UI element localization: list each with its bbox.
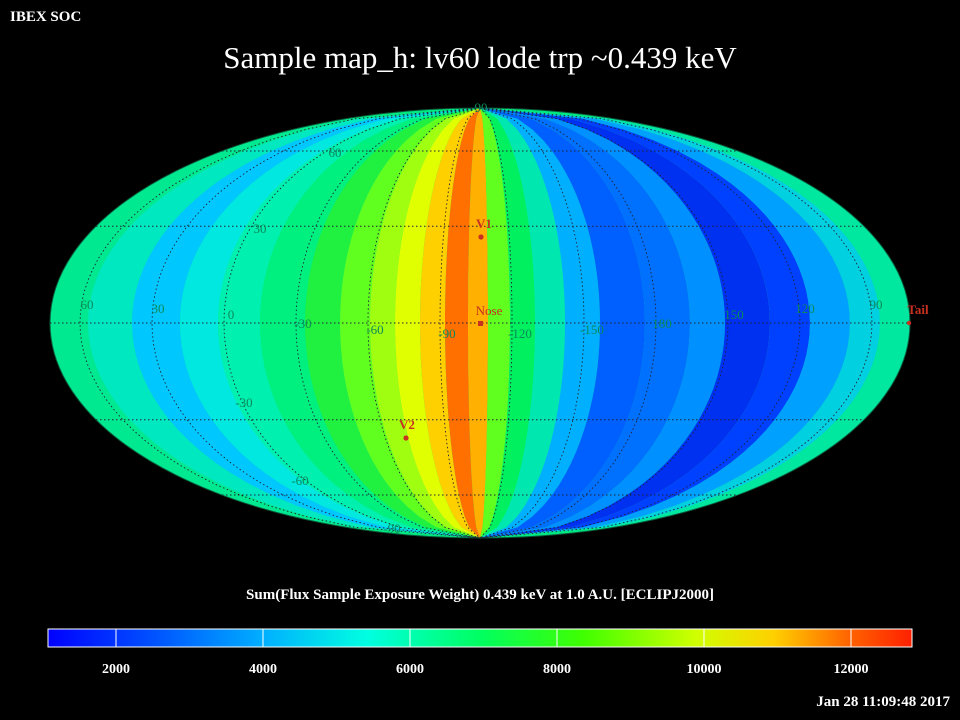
lat-label: -30 bbox=[235, 395, 252, 410]
grid-meridian bbox=[479, 108, 873, 538]
lon-label: 150 bbox=[724, 307, 744, 322]
lat-label: 90 bbox=[475, 100, 488, 115]
grid-meridian bbox=[479, 108, 513, 538]
grid-meridian bbox=[479, 108, 729, 538]
lon-label: 60 bbox=[81, 297, 94, 312]
map-band bbox=[218, 108, 480, 538]
marker-label: V2 bbox=[399, 417, 415, 432]
marker-dot bbox=[403, 435, 409, 441]
colorbar-tick-label: 4000 bbox=[249, 662, 277, 677]
map-title: Sample map_h: lv60 lode trp ~0.439 keV bbox=[223, 40, 737, 75]
map-band bbox=[480, 108, 565, 538]
map-band bbox=[480, 108, 535, 538]
colorbar-ticks bbox=[115, 629, 852, 647]
marker-v2: V2 bbox=[399, 417, 415, 441]
grid-meridian bbox=[479, 108, 585, 538]
map-band bbox=[260, 108, 480, 538]
map-stripes bbox=[50, 108, 910, 538]
map-band bbox=[370, 108, 480, 538]
map-band bbox=[420, 108, 480, 538]
colorbar-title: Sum(Flux Sample Exposure Weight) 0.439 k… bbox=[246, 587, 714, 603]
marker-dot bbox=[906, 320, 912, 326]
colorbar: 2000 4000 6000 8000 10000 12000 bbox=[47, 628, 913, 677]
sky-map: 90 60 30 -30 -60 -90 60 30 0 -30 -60 -90… bbox=[49, 100, 929, 539]
lat-label: 30 bbox=[254, 221, 267, 236]
lat-label: -90 bbox=[383, 521, 400, 536]
colorbar-tick-label: 6000 bbox=[396, 662, 424, 677]
map-band bbox=[395, 108, 480, 538]
marker-dot bbox=[478, 321, 483, 326]
map-band bbox=[480, 108, 645, 538]
marker-dot bbox=[478, 234, 484, 240]
colorbar-tick-label: 12000 bbox=[834, 662, 869, 677]
timestamp: Jan 28 11:09:48 2017 bbox=[816, 694, 950, 710]
grid-meridian bbox=[479, 108, 657, 538]
lon-label: -60 bbox=[366, 322, 383, 337]
lon-label: 30 bbox=[152, 301, 165, 316]
lon-label: -30 bbox=[294, 316, 311, 331]
map-band bbox=[480, 108, 725, 538]
marker-label: Tail bbox=[907, 302, 929, 317]
lon-label: 0 bbox=[228, 307, 235, 322]
corner-label: IBEX SOC bbox=[10, 9, 82, 25]
lon-label: 120 bbox=[795, 301, 815, 316]
colorbar-tick-label: 10000 bbox=[687, 662, 722, 677]
colorbar-gradient bbox=[47, 628, 913, 648]
lon-label: 90 bbox=[870, 297, 883, 312]
map-band bbox=[305, 108, 480, 538]
lon-label: -90 bbox=[438, 326, 455, 341]
grid-meridian bbox=[295, 108, 481, 538]
map-band bbox=[132, 108, 480, 538]
map-band bbox=[480, 108, 690, 538]
lon-label: -120 bbox=[508, 326, 532, 341]
map-grid bbox=[50, 108, 910, 538]
map-band bbox=[480, 108, 770, 538]
grid-meridian bbox=[439, 108, 481, 538]
marker-label: V1 bbox=[476, 216, 492, 231]
lat-label: -60 bbox=[291, 473, 308, 488]
colorbar-tick-label: 2000 bbox=[102, 662, 130, 677]
colorbar-tick-label: 8000 bbox=[543, 662, 571, 677]
lon-label: 180 bbox=[652, 316, 672, 331]
lat-label: 60 bbox=[329, 145, 342, 160]
marker-label: Nose bbox=[476, 303, 503, 318]
marker-nose: Nose bbox=[476, 303, 503, 326]
grid-meridian bbox=[223, 108, 481, 538]
grid-meridian bbox=[479, 108, 801, 538]
lon-label: -150 bbox=[580, 322, 604, 337]
map-band bbox=[340, 108, 480, 538]
marker-tail: Tail bbox=[906, 302, 929, 326]
marker-v1: V1 bbox=[476, 216, 492, 240]
